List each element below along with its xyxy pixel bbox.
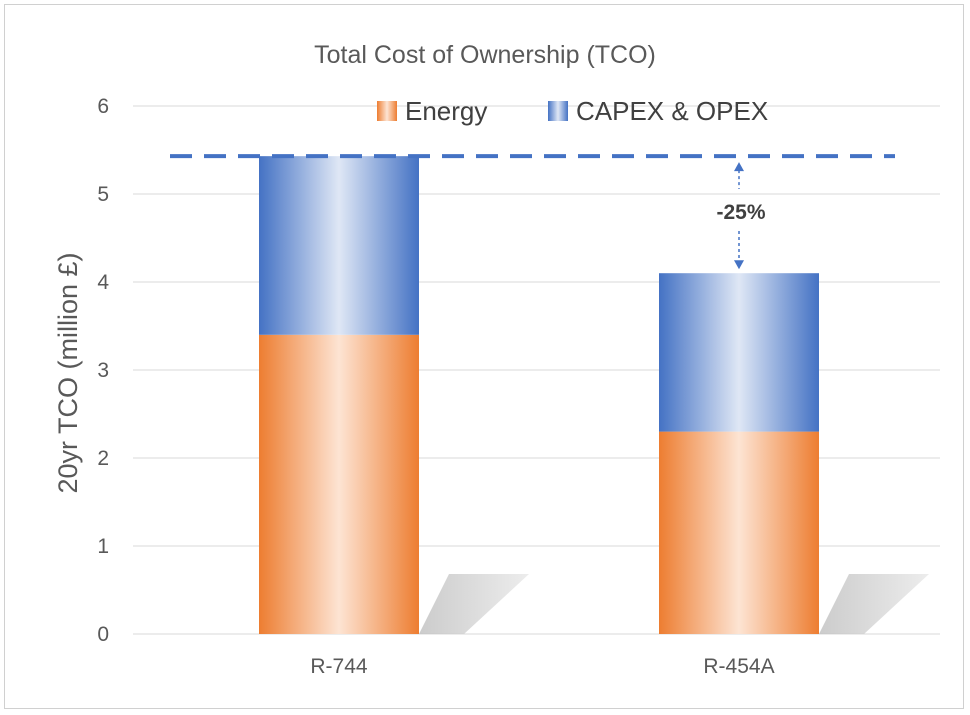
y-tick-label: 1 <box>97 535 109 558</box>
chart-frame: Total Cost of Ownership (TCO) 0 1 2 3 4 5 6 R-… <box>4 4 964 709</box>
legend-swatch-capex-opex <box>548 101 568 121</box>
legend: Energy CAPEX & OPEX <box>377 96 768 126</box>
y-tick-label: 0 <box>97 623 109 646</box>
annotation-arrowhead-up <box>734 162 744 172</box>
y-tick-label: 3 <box>97 359 109 382</box>
x-tick-label: R-454A <box>703 655 774 678</box>
legend-swatch-energy <box>377 101 397 121</box>
bar-shadow <box>819 574 929 634</box>
reduction-annotation: -25% <box>716 162 766 270</box>
bar-r-454a-energy <box>659 431 819 634</box>
y-axis-label: 20yr TCO (million £) <box>53 252 83 493</box>
bar-shadow <box>419 574 529 634</box>
y-tick-label: 4 <box>97 271 109 294</box>
y-axis-ticks: 0 1 2 3 4 5 6 <box>97 95 109 646</box>
x-axis-ticks: R-744 R-454A <box>310 655 774 678</box>
y-tick-label: 6 <box>97 95 109 118</box>
tco-chart: Total Cost of Ownership (TCO) 0 1 2 3 4 5 6 R-… <box>53 41 940 678</box>
bars <box>259 156 819 634</box>
bar-r-454a-capex-opex <box>659 273 819 432</box>
bar-r-744-energy <box>259 334 419 634</box>
legend-label-energy: Energy <box>405 96 487 126</box>
bar-r-744-capex-opex <box>259 156 419 335</box>
legend-label-capex-opex: CAPEX & OPEX <box>576 96 768 126</box>
x-tick-label: R-744 <box>310 655 368 678</box>
y-tick-label: 2 <box>97 447 109 470</box>
y-tick-label: 5 <box>97 183 109 206</box>
annotation-label: -25% <box>716 201 765 224</box>
bar-shadows <box>419 574 929 634</box>
annotation-arrowhead-down <box>734 260 744 270</box>
chart-title: Total Cost of Ownership (TCO) <box>314 41 656 69</box>
